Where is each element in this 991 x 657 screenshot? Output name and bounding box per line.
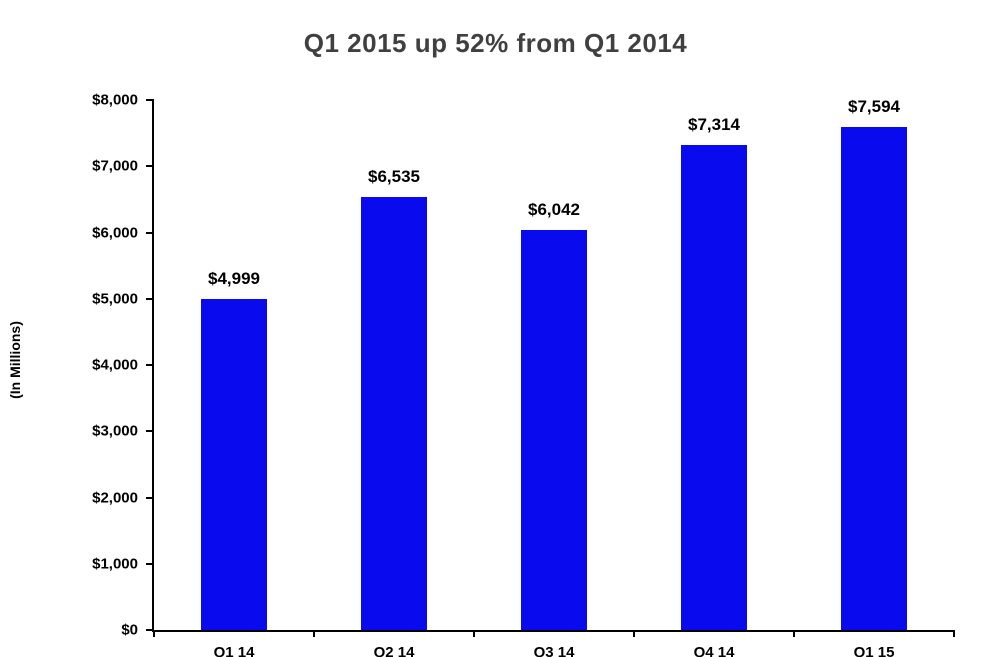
- bar: [681, 145, 747, 630]
- y-tick-label: $5,000: [92, 290, 138, 308]
- x-tick-mark: [633, 630, 635, 637]
- y-tick-mark: [146, 496, 154, 499]
- bar: [201, 298, 267, 630]
- y-tick-label: $0: [121, 621, 138, 639]
- bar: [521, 229, 587, 630]
- x-tick-label: Q1 15: [853, 644, 895, 657]
- x-tick-mark: [313, 630, 315, 637]
- y-tick-mark: [146, 562, 154, 565]
- y-tick-mark: [146, 364, 154, 366]
- x-tick-label: Q3 14: [533, 644, 575, 657]
- y-tick-label: $2,000: [92, 489, 138, 506]
- plot-area: $0 $1,000 $2,000 $3,000 $4,000 $5,000 $6,000 $7…: [92, 92, 955, 657]
- y-tick-label: $8,000: [92, 91, 138, 109]
- y-tick-mark: [146, 99, 154, 101]
- y-tick-label: $3,000: [92, 422, 138, 440]
- bar: [841, 126, 907, 630]
- x-tick-mark: [473, 630, 475, 637]
- x-tick-mark: [953, 630, 955, 637]
- x-tick-label: Q4 14: [693, 644, 735, 657]
- y-tick-label: $7,000: [92, 157, 138, 175]
- x-tick-mark: [793, 630, 795, 637]
- y-tick-mark: [146, 629, 154, 631]
- chart-title: Q1 2015 up 52% from Q1 2014: [303, 28, 688, 58]
- y-tick-mark: [146, 297, 154, 300]
- y-tick-mark: [146, 231, 154, 234]
- x-tick-label: Q2 14: [373, 644, 415, 657]
- x-tick-label: Q1 14: [213, 644, 255, 657]
- y-tick-mark: [146, 430, 154, 433]
- y-axis-title: (In Millions): [7, 321, 23, 399]
- bar-value-label: $7,594: [848, 96, 900, 116]
- y-tick-label: $1,000: [92, 555, 138, 573]
- y-tick-label: $6,000: [92, 224, 138, 241]
- bar-value-label: $4,999: [208, 268, 260, 288]
- bar-value-label: $6,042: [528, 199, 580, 219]
- bar-value-label: $6,535: [368, 167, 420, 187]
- y-tick-label: $4,000: [92, 356, 138, 374]
- y-tick-mark: [146, 165, 154, 168]
- x-tick-mark: [153, 630, 155, 637]
- bar-value-label: $7,314: [688, 115, 740, 135]
- bar: [361, 197, 427, 630]
